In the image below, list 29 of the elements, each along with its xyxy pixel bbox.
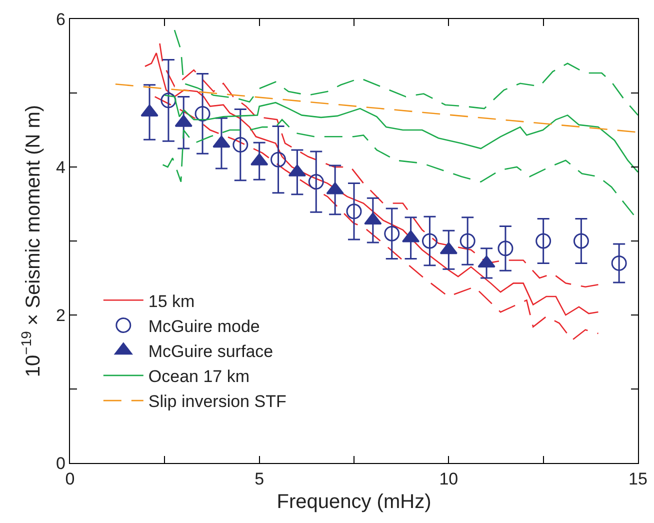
x-tick-label: 5	[254, 470, 264, 488]
line-series	[174, 29, 638, 116]
point	[536, 233, 552, 249]
point	[498, 240, 514, 256]
legend-label: McGuire mode	[148, 316, 260, 336]
point	[308, 174, 324, 190]
point	[611, 255, 627, 271]
point	[384, 226, 400, 242]
legend-label: Ocean 17 km	[148, 367, 250, 386]
y-tick-label: 0	[56, 454, 66, 473]
y-tick-label: 2	[56, 306, 66, 325]
point	[160, 92, 176, 108]
point	[194, 106, 210, 122]
y-tick-label: 6	[56, 10, 66, 29]
x-axis-title: Frequency (mHz)	[276, 491, 432, 513]
point	[346, 204, 362, 220]
point	[422, 233, 438, 249]
y-tick-label: 4	[56, 158, 66, 177]
line-series	[144, 52, 599, 316]
x-tick-label: 10	[439, 470, 458, 488]
x-tick-label: 15	[628, 470, 648, 488]
point	[270, 152, 286, 168]
legend-label: McGuire surface	[148, 342, 274, 361]
line-series	[159, 42, 599, 288]
point	[573, 233, 589, 249]
legend-label: 15 km	[148, 292, 195, 311]
legend-label: Slip inversion STF	[148, 392, 286, 412]
point	[460, 233, 476, 249]
point	[232, 137, 248, 153]
